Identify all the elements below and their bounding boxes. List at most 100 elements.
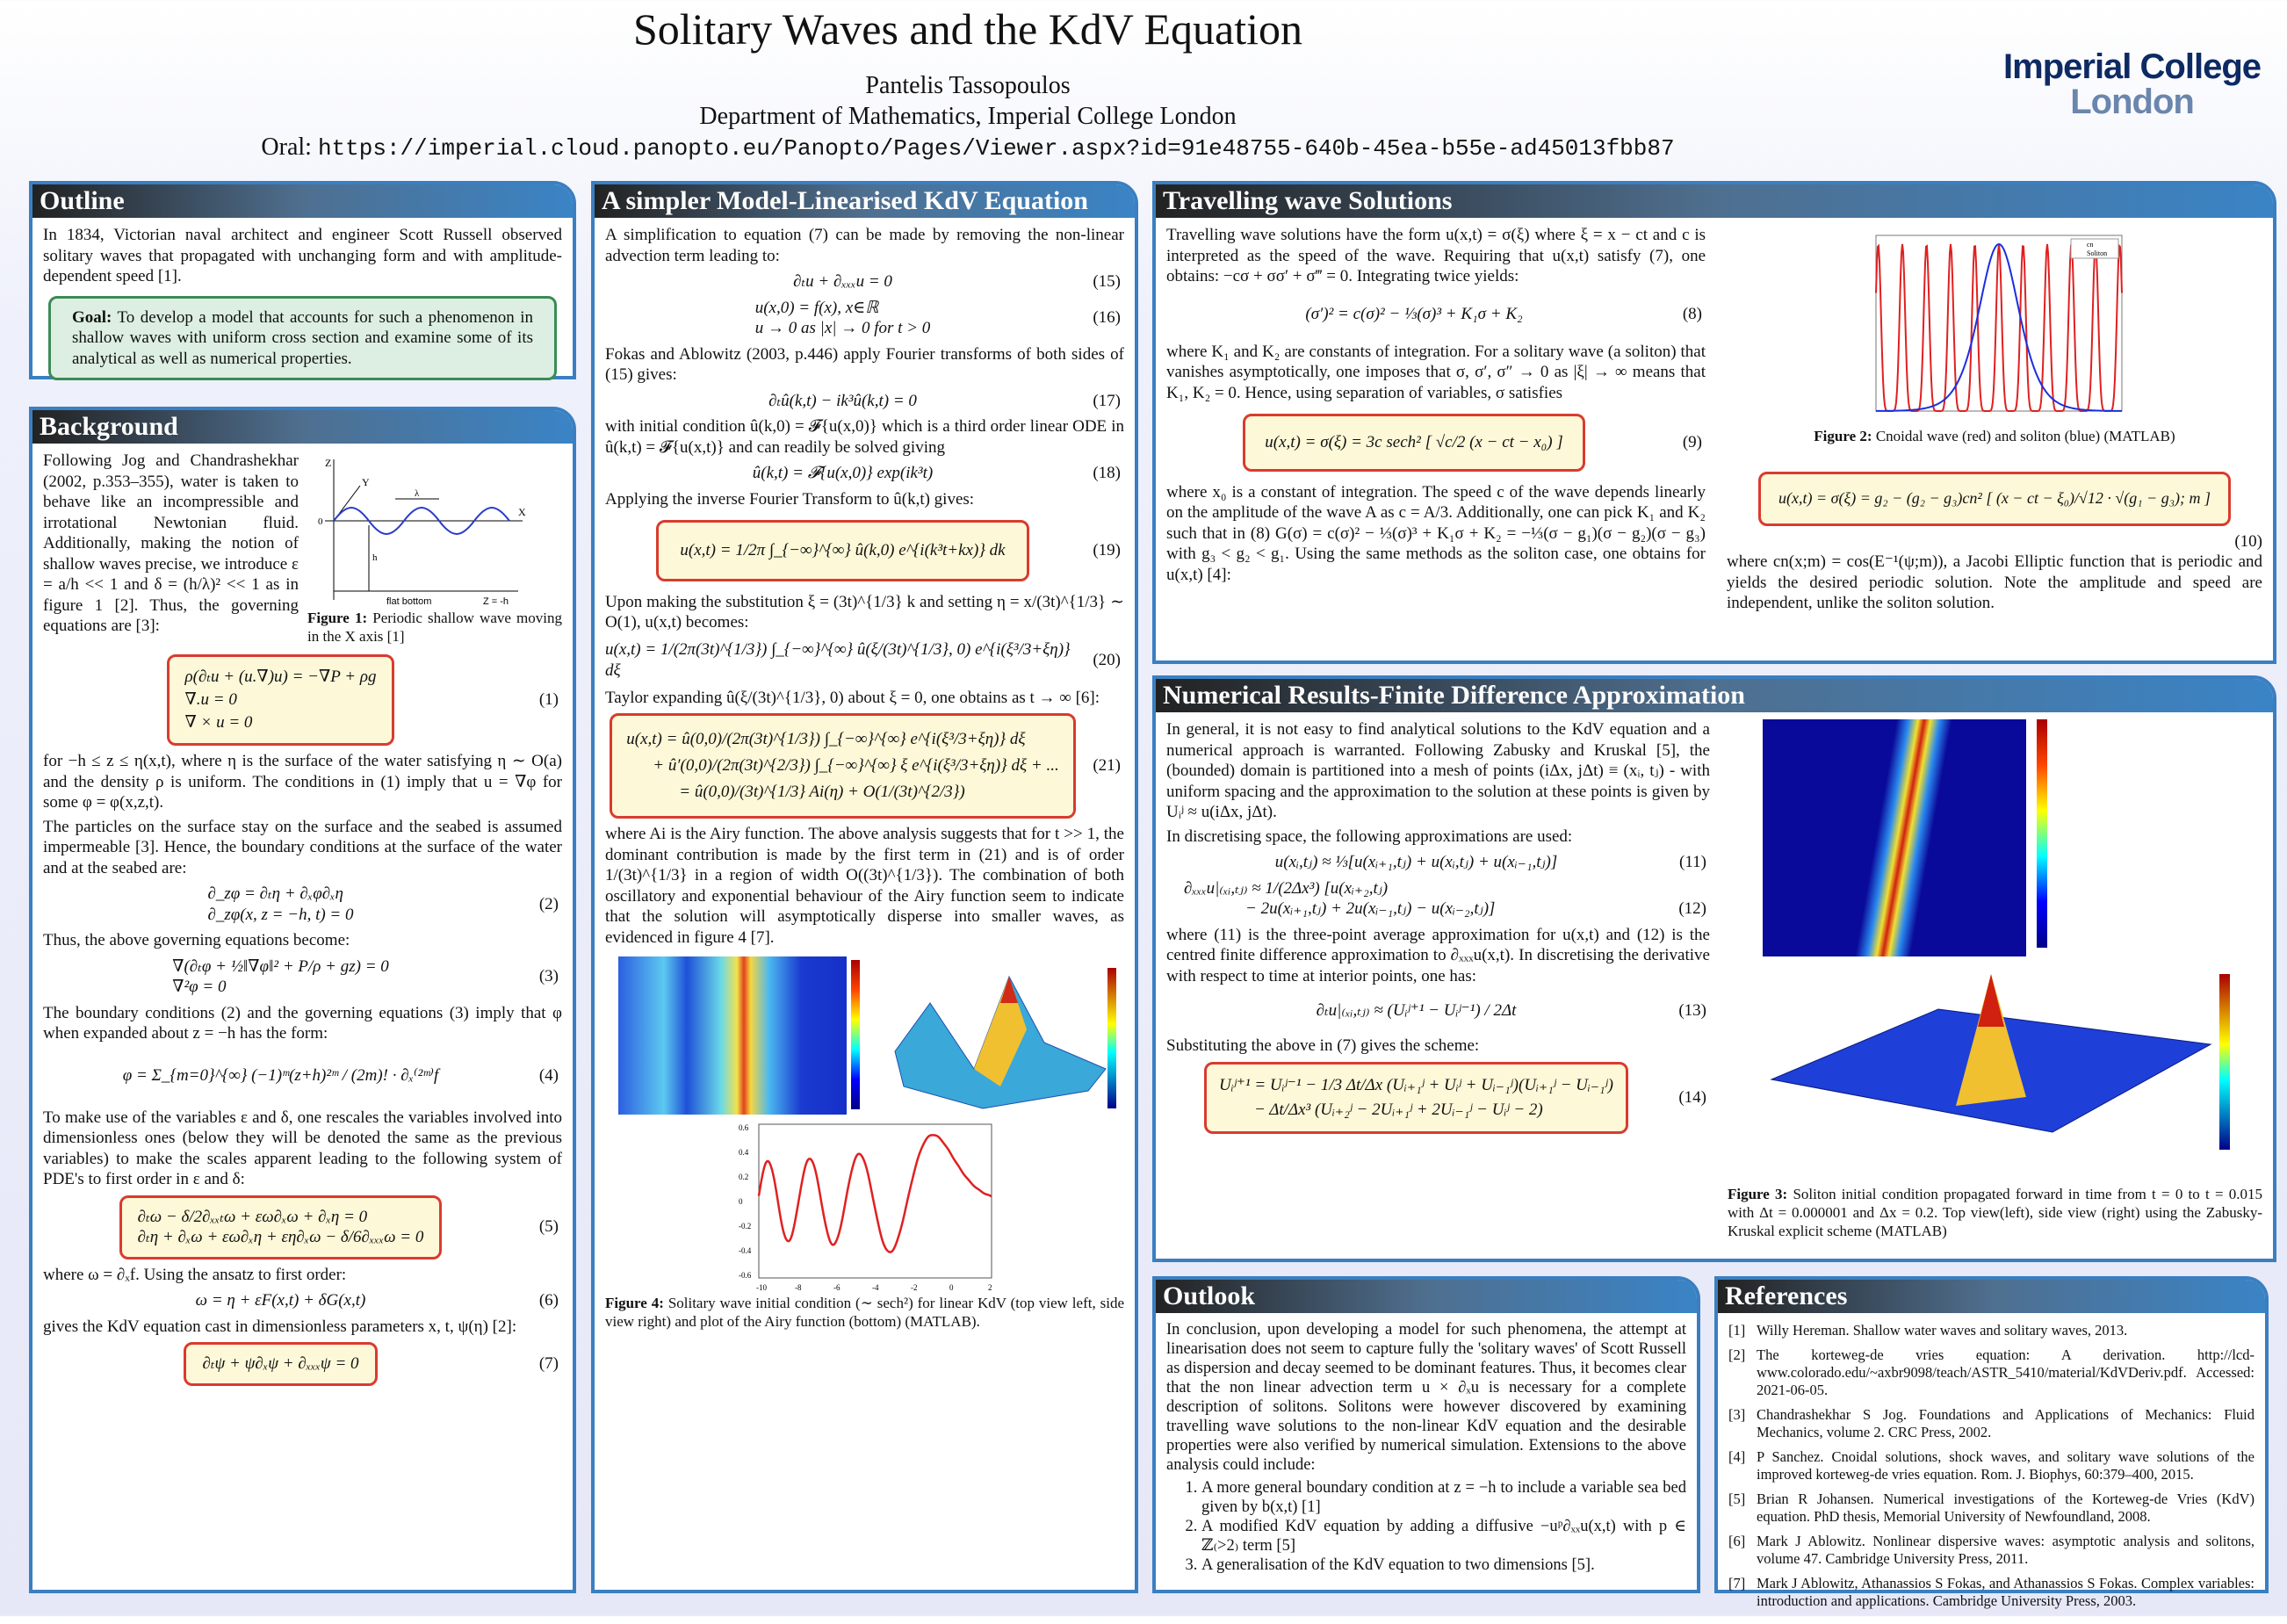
outlook-section: Outlook In conclusion, upon developing a…: [1152, 1276, 1700, 1593]
outline-text: In 1834, Victorian naval architect and e…: [43, 226, 562, 285]
caption-label: Figure 2:: [1814, 428, 1872, 444]
reference-number: [6]: [1728, 1533, 1746, 1549]
reference-text: Willy Hereman. Shallow water waves and s…: [1757, 1322, 2128, 1339]
eq21-line: + û′(0,0)/(2π(3t)^{2/3}) ∫_{−∞}^{∞} ξ e^…: [653, 756, 1059, 775]
airy-x-tick: -4: [872, 1283, 879, 1292]
oral-link[interactable]: Oral: https://imperial.cloud.panopto.eu/…: [0, 134, 2111, 162]
section-title: Numerical Results-Finite Difference Appr…: [1156, 679, 2273, 712]
airy-y-tick: 0: [739, 1197, 743, 1206]
equation-19: u(x,t) = 1/2π ∫_{−∞}^{∞} û(k,0) e^{i(k³t…: [605, 520, 1124, 581]
fig1-z-label: Z: [325, 457, 331, 469]
reference-number: [4]: [1728, 1448, 1746, 1465]
equation-13: ∂ₜu|₍ₓᵢ,ₜⱼ₎ ≈ (Uᵢʲ⁺¹ − Uᵢʲ⁻¹) / 2Δt (13): [1166, 992, 1710, 1030]
equation-number: (6): [538, 1291, 559, 1310]
reference-item: [1] Willy Hereman. Shallow water waves an…: [1728, 1322, 2255, 1339]
equation-number: (7): [538, 1354, 559, 1373]
logo-line1: Imperial College: [2003, 47, 2262, 86]
equation-4: φ = Σ_{m=0}^{∞} (−1)ᵐ(z+h)²ᵐ / (2m)! · ∂…: [43, 1050, 562, 1102]
linear-p2: Fokas and Ablowitz (2003, p.446) apply F…: [605, 344, 1124, 385]
travelling-wave-section: Travelling wave Solutions Travelling wav…: [1152, 181, 2276, 664]
eq17-text: ∂ₜû(k,t) − ik³û(k,t) = 0: [768, 391, 917, 410]
equation-number: (5): [538, 1217, 559, 1237]
caption-text: Soliton initial condition propagated for…: [1727, 1186, 2263, 1239]
airy-y-tick: -0.2: [739, 1222, 751, 1231]
reference-text: The korteweg-de vries equation: A deriva…: [1757, 1346, 2255, 1398]
equation-12: ∂ₓₓₓu|₍ₓᵢ,ₜⱼ₎ ≈ 1/(2Δx³) [u(xᵢ₊₂,tⱼ) − 2u…: [1166, 878, 1710, 920]
reference-item: [6] Mark J Ablowitz. Nonlinear dispersive…: [1728, 1533, 2255, 1568]
equation-number: (17): [1093, 391, 1121, 410]
linear-p6: Taylor expanding û(ξ/(3t)^{1/3}, 0) abou…: [605, 688, 1100, 707]
eq12-line: − 2u(xᵢ₊₁,tⱼ) + 2u(xᵢ₋₁,tⱼ) − u(xᵢ₋₂,tⱼ)…: [1245, 899, 1496, 918]
equation-1: ρ(∂ₜu + (u.∇)u) = −∇P + ρg ∇.u = 0 ∇ × u =…: [43, 654, 562, 746]
equation-number: (12): [1678, 899, 1706, 918]
eq15-text: ∂ₜu + ∂ₓₓₓu = 0: [793, 272, 892, 291]
goal-text: To develop a model that accounts for suc…: [72, 307, 533, 368]
airy-x-tick: -6: [833, 1283, 840, 1292]
eq14-line: Uᵢʲ⁺¹ = Uᵢʲ⁻¹ − 1/3 Δt/Δx (Uᵢ₊₁ʲ + Uᵢʲ +…: [1219, 1075, 1613, 1094]
eq8-text: (σ′)² = c(σ)² − ⅓(σ)³ + K₁σ + K₂: [1305, 304, 1523, 323]
equation-16: u(x,0) = f(x), x∈ℝ u → 0 as |x| → 0 for t…: [605, 298, 1124, 339]
background-p3: The particles on the surface stay on the…: [43, 817, 562, 877]
equation-number: (16): [1093, 308, 1121, 328]
legend: [2070, 238, 2119, 259]
eq1-line: ρ(∂ₜu + (u.∇)u) = −∇P + ρg: [184, 668, 377, 686]
travelling-p2: where K₁ and K₂ are constants of integra…: [1166, 342, 1706, 402]
caption-label: Figure 1:: [307, 610, 368, 626]
airy-y-tick: -0.4: [739, 1246, 752, 1255]
reference-text: Chandrashekhar S Jog. Foundations and Ap…: [1757, 1406, 2255, 1440]
eq1-line: ∇ × u = 0: [184, 713, 253, 732]
reference-number: [5]: [1728, 1490, 1746, 1507]
eq16-line: u(x,0) = f(x), x∈ℝ: [754, 298, 879, 317]
fig1-lambda-label: λ: [415, 488, 420, 499]
equation-6: ω = η + εF(x,t) + δG(x,t) (6): [43, 1290, 562, 1311]
travelling-p4: where cn(x;m) = cos(E⁻¹(ψ;m)), a Jacobi …: [1727, 552, 2262, 612]
author: Pantelis Tassopoulos: [865, 72, 1071, 99]
caption-label: Figure 4:: [605, 1295, 664, 1311]
numerical-side-view-surface: [1770, 974, 2230, 1150]
outline-section: Outline In 1834, Victorian naval archite…: [29, 181, 576, 380]
eq11-text: u(xᵢ,tⱼ) ≈ ⅓[u(xᵢ₊₁,tⱼ) + u(xᵢ,tⱼ) + u(x…: [1274, 853, 1558, 871]
equation-number: (10): [2234, 531, 2262, 551]
background-p5: The boundary conditions (2) and the gove…: [43, 1003, 562, 1043]
airy-x-tick: 0: [949, 1283, 954, 1292]
travelling-p3: where x₀ is a constant of integration. T…: [1166, 482, 1706, 584]
legend-soliton: Soliton: [2087, 249, 2107, 257]
equation-number: (4): [538, 1065, 559, 1085]
reference-number: [7]: [1728, 1575, 1746, 1592]
linear-p5: Upon making the substitution ξ = (3t)^{1…: [605, 592, 1124, 632]
equation-number: (15): [1093, 272, 1121, 291]
eq9-text: u(x,t) = σ(ξ) = 3c sech² [ √c/2 (x − ct …: [1243, 414, 1585, 472]
linear-p4: Applying the inverse Fourier Transform t…: [605, 489, 975, 509]
equation-number: (19): [1093, 541, 1121, 559]
reference-number: [3]: [1728, 1406, 1746, 1423]
fig1-zero-label: 0: [318, 516, 323, 527]
caption-text: Cnoidal wave (red) and soliton (blue) (M…: [1875, 428, 2175, 444]
reference-text: Mark J Ablowitz, Athanassios S Fokas, an…: [1757, 1575, 2255, 1609]
equation-8: (σ′)² = c(σ)² − ⅓(σ)³ + K₁σ + K₂ (8): [1166, 292, 1706, 336]
equation-9: u(x,t) = σ(ξ) = 3c sech² [ √c/2 (x − ct …: [1166, 414, 1706, 472]
eq16-line: u → 0 as |x| → 0 for t > 0: [754, 319, 931, 337]
oral-url[interactable]: https://imperial.cloud.panopto.eu/Panopt…: [317, 135, 1675, 162]
equation-10: u(x,t) = σ(ξ) = g₂ − (g₂ − g₃)cn² [ (x −…: [1727, 472, 2262, 526]
figure-1-caption: Figure 1: Periodic shallow wave moving i…: [307, 609, 562, 646]
eq6-text: ω = η + εF(x,t) + δG(x,t): [195, 1291, 366, 1310]
reference-item: [3] Chandrashekhar S Jog. Foundations and…: [1728, 1406, 2255, 1441]
equation-number: (1): [538, 690, 559, 710]
equation-number: (21): [1093, 756, 1121, 776]
equation-3: ∇(∂ₜφ + ½‖∇φ‖² + P/ρ + gz) = 0 ∇²φ = 0 (3): [43, 956, 562, 998]
reference-item: [5] Brian R Johansen. Numerical investiga…: [1728, 1490, 2255, 1526]
logo-line2: London: [2070, 83, 2195, 121]
equation-number: (13): [1678, 1001, 1706, 1021]
equation-11: u(xᵢ,tⱼ) ≈ ⅓[u(xᵢ₊₁,tⱼ) + u(xᵢ,tⱼ) + u(x…: [1166, 852, 1710, 873]
linear-kdv-top-view-heatmap: [618, 956, 847, 1115]
section-title: Background: [32, 410, 573, 444]
airy-function-plot: 0.6 0.4 0.2 0 -0.2 -0.4 -0.6 -10 -8 -6 -4 -2 0 2: [739, 1123, 992, 1292]
equation-number: (18): [1093, 464, 1121, 482]
equation-5: ∂ₜω − δ/2∂ₓₓₜω + εω∂ₓω + ∂ₓη = 0 ∂ₜη + ∂ₓ…: [43, 1195, 562, 1260]
references-section: References [1] Willy Hereman. Shallow wat…: [1714, 1276, 2269, 1609]
airy-x-tick: -10: [756, 1283, 767, 1292]
airy-curve: [757, 1134, 992, 1253]
eq1-line: ∇.u = 0: [184, 690, 237, 709]
background-p7: where ω = ∂ₓf. Using the ansatz to first…: [43, 1265, 347, 1284]
numerical-p2: In discretising space, the following app…: [1166, 826, 1573, 846]
